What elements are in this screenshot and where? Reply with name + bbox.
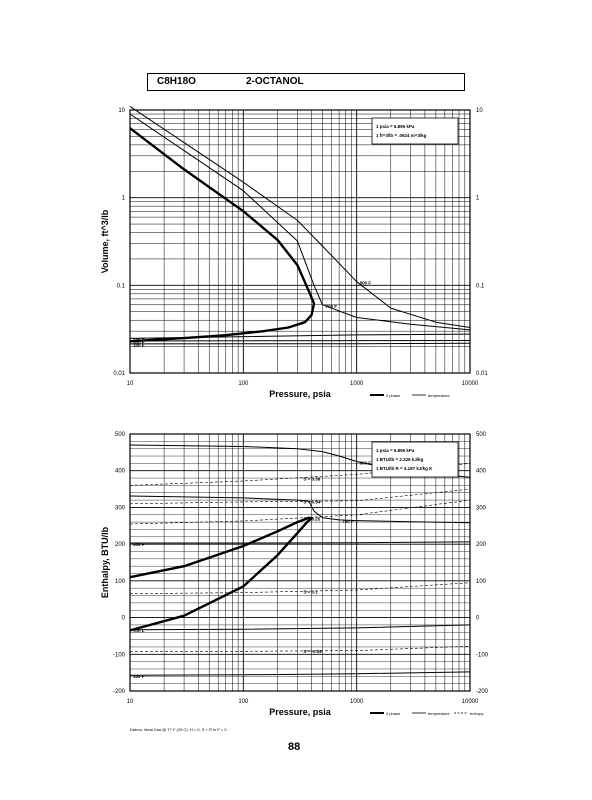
chart1-series-label: 100 F xyxy=(133,343,145,348)
chart2-entropy-line xyxy=(129,499,471,525)
chart2-series-label: S = 0.1 xyxy=(303,590,318,595)
chart2-series-label: S = 0.25 xyxy=(303,517,320,522)
chart1-x-tick-label: 10 xyxy=(127,381,134,387)
chart2-conversion-text: 1 psia = 6.895 kPa xyxy=(376,448,415,453)
chart2-series-label: S = 0.34 xyxy=(303,499,320,504)
chart2-y-tick-label: 300 xyxy=(115,505,126,511)
chart2-conversion-box xyxy=(371,441,459,478)
chart2-y-tick-label-right: 200 xyxy=(476,542,487,548)
chart2-x-tick-label: 100 xyxy=(238,699,249,705)
chart1-x-tick-label: 100 xyxy=(238,381,249,387)
chart1-legend-label: 2 phase xyxy=(386,393,401,398)
chart2-y-tick-label: 500 xyxy=(115,432,126,438)
chart2-y-tick-label: -100 xyxy=(113,652,126,658)
chart2-legend-label: entropy xyxy=(470,711,483,716)
compound-formula: C8H18O xyxy=(157,76,196,87)
chart1-y-tick-label-right: 10 xyxy=(476,108,483,114)
chart2-footnote: Datum: Ideal Gas @ 77 F (25 C), H = 0, S… xyxy=(130,727,227,732)
chart2-y-tick-label-right: -100 xyxy=(476,652,489,658)
chart2-isotherm-line xyxy=(129,624,471,631)
chart2-legend-label: temperature xyxy=(428,711,450,716)
chart1-series-label: 300 F xyxy=(133,340,145,345)
chart2-y-tick-label-right: -200 xyxy=(476,689,489,695)
chart2-x-tick-label: 1000 xyxy=(350,699,364,705)
chart1-y-tick-label: 0.01 xyxy=(113,371,125,377)
chart1-y-tick-label: 0.1 xyxy=(117,283,126,289)
chart2-y-tick-label: 400 xyxy=(115,469,126,475)
chart1-y-tick-label-right: 0.01 xyxy=(476,371,488,377)
chart1-isotherm-line xyxy=(129,342,471,345)
chart2-entropy-line xyxy=(129,582,471,594)
chart1-two-phase-curve xyxy=(129,127,316,343)
chart2-series-label: S = -0.08 xyxy=(303,649,322,654)
chart1-isotherm-line xyxy=(129,340,471,342)
chart2-x-tick-label: 10 xyxy=(127,699,134,705)
chart1-isotherm-line xyxy=(129,105,471,328)
compound-name: 2-OCTANOL xyxy=(246,76,304,87)
chart1-legend-label: temperature xyxy=(428,393,450,398)
chart2-y-tick-label-right: 300 xyxy=(476,505,487,511)
chart1-conversion-box xyxy=(371,117,459,145)
chart2-isotherm-line xyxy=(129,671,471,676)
chart1-x-tick-label: 1000 xyxy=(350,381,364,387)
chart1-y-axis-label: Volume, ft^3/lb xyxy=(100,209,110,273)
chart2-y-tick-label-right: 500 xyxy=(476,432,487,438)
chart2-x-axis-label: Pressure, psia xyxy=(269,707,332,717)
chart1-y-tick-label: 10 xyxy=(118,108,125,114)
chart2-entropy-line xyxy=(129,463,471,486)
chart1-grid xyxy=(129,110,470,374)
chart1-y-tick-label-right: 1 xyxy=(476,196,480,202)
chart2-conversion-text: 1 BTU/lb = 2.326 kJ/kg xyxy=(376,457,424,462)
chart1-y-tick-label: 1 xyxy=(122,196,126,202)
chart1-frame xyxy=(129,109,471,374)
chart1-series-label: 800 F xyxy=(360,281,372,286)
chart2-y-tick-label: 200 xyxy=(115,542,126,548)
chart2-y-axis-label: Enthalpy, BTU/lb xyxy=(100,526,110,598)
page-number: 88 xyxy=(288,741,301,753)
chart2-y-tick-label: 0 xyxy=(122,616,126,622)
chart2-y-tick-label-right: 100 xyxy=(476,579,487,585)
chart2-y-tick-label: -200 xyxy=(113,689,126,695)
chart2-y-tick-label-right: 400 xyxy=(476,469,487,475)
chart1-series-label: 700 F xyxy=(326,304,338,309)
chart-title-box: C8H18O 2-OCTANOL xyxy=(147,73,465,91)
chart2-two-phase-curve xyxy=(129,516,313,632)
chart2-isotherm-line xyxy=(129,495,471,524)
chart1-conversion-text: 1 ft^3/lb = .0624 m^3/kg xyxy=(376,133,427,138)
chart2-x-tick-label: 10000 xyxy=(462,699,479,705)
chart1-conversion-text: 1 psia = 6.895 kPa xyxy=(376,124,415,129)
chart1-x-tick-label: 10000 xyxy=(462,381,479,387)
chart1-isotherm-line xyxy=(129,113,471,331)
chart2-series-label: 900 F xyxy=(360,461,372,466)
chart2-series-label: 100 F xyxy=(133,674,145,679)
chart1-x-axis-label: Pressure, psia xyxy=(269,389,332,399)
chart2-series-label: 700 F xyxy=(342,519,354,524)
chart2-y-tick-label-right: 0 xyxy=(476,616,480,622)
chart2-series-label: S = 0.38 xyxy=(303,476,320,481)
chart2-isotherm-line xyxy=(130,541,471,544)
chart2-entropy-line xyxy=(129,488,471,505)
chart2-series-label: 500 F xyxy=(133,542,145,547)
chart2-series-label: 300 F xyxy=(133,629,145,634)
chart1-isotherm-line xyxy=(129,333,471,339)
chart1-series-label: 500 F xyxy=(133,337,145,342)
chart2-legend-label: 2 phase xyxy=(386,711,401,716)
chart2-y-tick-label: 100 xyxy=(115,579,126,585)
chart2-entropy-line xyxy=(130,645,471,652)
chart2-frame xyxy=(129,433,471,692)
chart2-conversion-text: 1 BTU/lb R = 4.187 kJ/kg K xyxy=(376,466,433,471)
chart1-y-tick-label-right: 0.1 xyxy=(476,283,485,289)
